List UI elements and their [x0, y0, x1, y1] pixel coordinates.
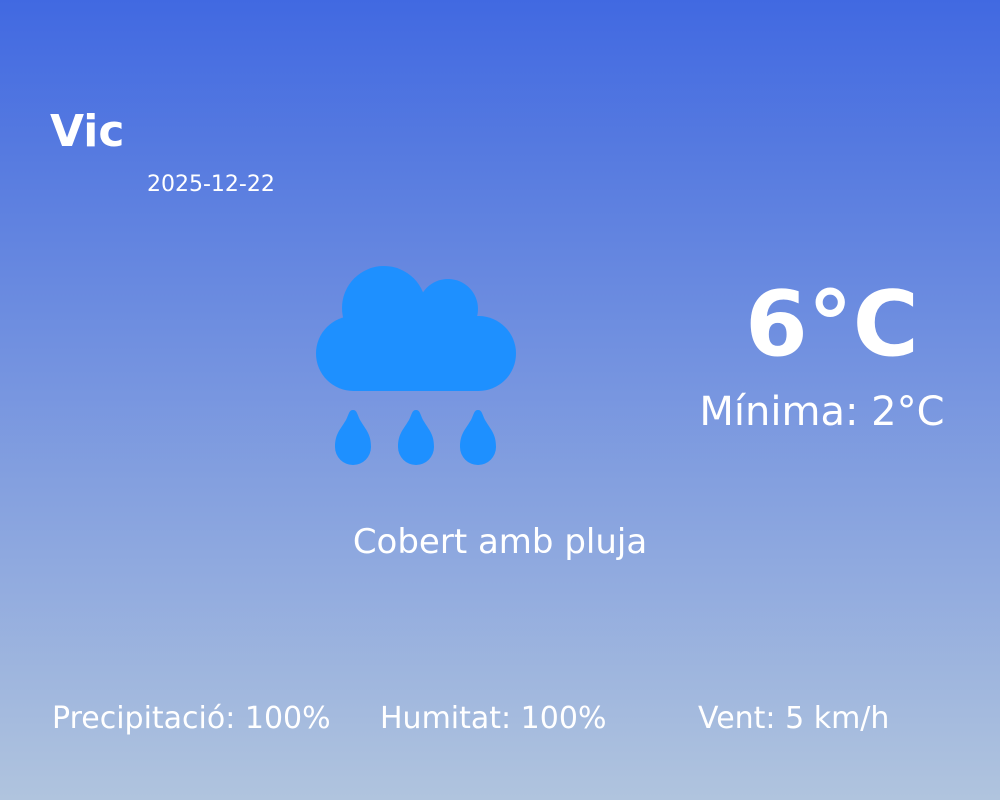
- precipitation-stat: Precipitació: 100%: [52, 701, 331, 736]
- humidity-stat: Humitat: 100%: [380, 701, 607, 736]
- city-name: Vic: [50, 106, 125, 157]
- wind-stat: Vent: 5 km/h: [698, 701, 890, 736]
- rain-drop-icon: [335, 410, 371, 465]
- minimum-temperature: Mínima: 2°C: [699, 389, 945, 435]
- cloud-body: [316, 316, 516, 391]
- cloud-rain-icon: [316, 266, 516, 465]
- forecast-date: 2025-12-22: [147, 172, 275, 197]
- weather-description: Cobert amb pluja: [352, 522, 648, 562]
- rain-drop-icon: [460, 410, 496, 465]
- current-temperature: 6°C: [745, 272, 919, 377]
- rain-drop-icon: [398, 410, 434, 465]
